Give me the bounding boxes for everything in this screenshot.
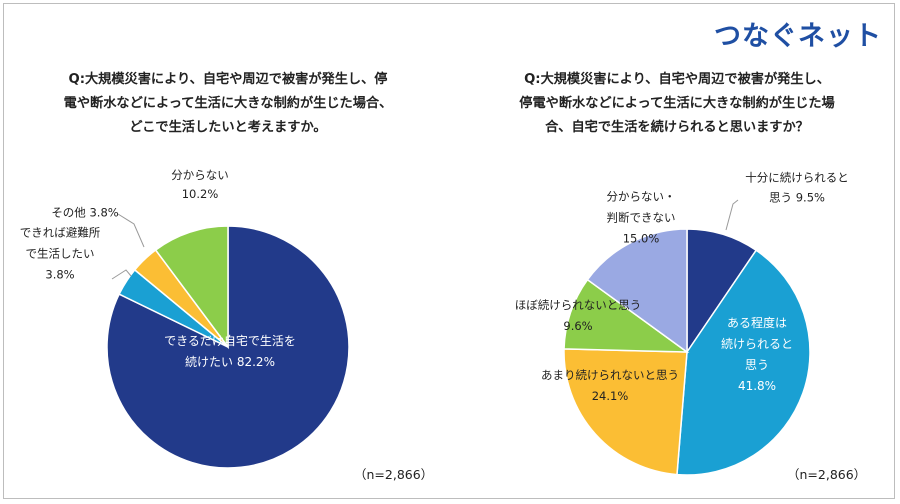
chart2-title-line: Q:大規模災害により、自宅や周辺で被害が発生し、 <box>524 72 830 87</box>
pie-slice-hardly <box>563 278 690 353</box>
chart2-title-line: 合、自宅で生活を続けられると思いますか？ <box>545 120 809 135</box>
slice-label-somewhat: 続けられると <box>721 337 793 351</box>
slice-label-shelter: できれば避難所 <box>20 226 101 240</box>
slice-label-not_much: あまり続けられないと思う <box>541 368 679 382</box>
slice-label-other: その他 3.8% <box>51 206 118 220</box>
chart2-sample-size: （n=2,866） <box>787 467 867 482</box>
slice-label-home: 続けたい 82.2% <box>185 355 275 369</box>
slice-label-somewhat: 41.8% <box>738 379 776 393</box>
slice-label-home: できるだけ自宅で生活を <box>164 333 296 348</box>
slice-label-shelter: で生活したい <box>26 247 95 261</box>
leader-line-shelter <box>111 269 132 280</box>
chart1-sample-size: （n=2,866） <box>354 467 434 482</box>
slice-label-fully: 思う 9.5% <box>769 191 825 205</box>
slice-label-unsure: 分からない・ <box>607 190 676 204</box>
chart1-title-line: どこで生活したいと考えますか。 <box>129 120 327 135</box>
slice-label-somewhat: ある程度は <box>727 315 787 330</box>
slice-label-fully: 十分に続けられると <box>745 171 849 185</box>
pie-slice-somewhat <box>676 249 811 476</box>
chart1-title-line: 電や断水などによって生活に大きな制約が生じた場合、 <box>63 96 393 111</box>
chart1-title-line: Q:大規模災害により、自宅や周辺で被害が発生し、停 <box>68 72 388 87</box>
slice-label-somewhat: 思う <box>745 358 769 372</box>
pie-slice-unsure <box>586 228 688 354</box>
leader-line-fully <box>725 199 739 231</box>
slice-label-unsure: 判断できない <box>607 211 676 225</box>
pie-slice-not_much <box>563 348 688 476</box>
slice-label-unsure: 15.0% <box>623 232 660 246</box>
chart2-title: Q:大規模災害により、自宅や周辺で被害が発生し、 停電や断水などによって生活に大… <box>462 68 892 140</box>
leader-line-other <box>117 213 145 248</box>
slice-label-unknown: 分からない <box>171 168 229 182</box>
slice-label-hardly: 9.6% <box>563 319 592 333</box>
slice-label-unknown: 10.2% <box>182 187 219 201</box>
slice-label-not_much: 24.1% <box>592 389 629 403</box>
brand-logo: つなぐネット <box>714 21 882 52</box>
slice-label-shelter: 3.8% <box>45 268 74 282</box>
slice-label-hardly: ほぼ続けられないと思う <box>515 298 642 312</box>
pie-slice-unknown <box>154 225 229 350</box>
chart2-title-line: 停電や断水などによって生活に大きな制約が生じた場 <box>519 96 835 111</box>
chart1-title: Q:大規模災害により、自宅や周辺で被害が発生し、停 電や断水などによって生活に大… <box>16 68 440 140</box>
